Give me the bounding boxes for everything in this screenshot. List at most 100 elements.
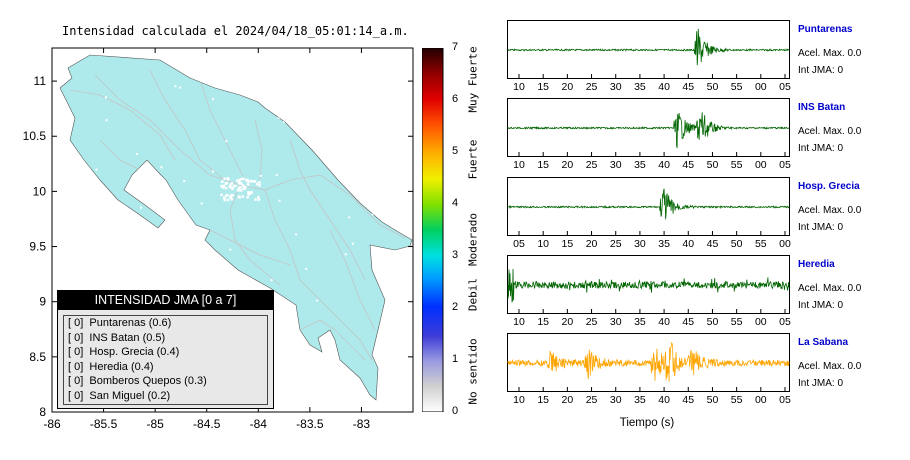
colorbar-label: 1 [452, 353, 459, 365]
costa-rica-land [59, 54, 413, 401]
seismogram-panel [507, 177, 790, 236]
town-marker [104, 96, 107, 99]
time-tick-label: 25 [585, 81, 598, 93]
station-accel: Acel. Max. 0.0 [798, 205, 862, 216]
colorbar-label: 4 [452, 197, 459, 209]
time-tick-label: 40 [658, 316, 670, 328]
town-marker [226, 177, 230, 180]
colorbar-label: 3 [452, 249, 459, 261]
time-tick-label: 35 [634, 316, 646, 328]
time-tick-label: 15 [537, 316, 550, 328]
town-marker [348, 216, 351, 219]
time-tick-label: 15 [537, 394, 550, 406]
time-tick-label: 40 [658, 159, 670, 171]
colorbar-label: 6 [452, 93, 459, 105]
time-tick-label: 35 [634, 159, 646, 171]
town-marker [174, 85, 177, 88]
town-marker [105, 119, 108, 122]
time-tick-label: 15 [537, 159, 550, 171]
time-tick-label: 30 [609, 81, 622, 93]
road [289, 139, 366, 281]
time-tick-label: 30 [609, 394, 622, 406]
legend-item: [ 0] Puntarenas (0.6) [68, 317, 172, 329]
time-tick-label: 35 [634, 394, 646, 406]
town-marker [212, 98, 215, 101]
town-marker [140, 206, 142, 209]
time-tick-label: 50 [706, 81, 719, 93]
time-tick-label: 00 [754, 394, 767, 406]
colorbar-gradient [422, 48, 444, 412]
time-tick-label: 00 [754, 81, 767, 93]
time-tick-label: 35 [658, 238, 670, 250]
y-tick-label: 8.5 [29, 350, 46, 364]
town-marker [228, 185, 232, 189]
town-marker [344, 253, 347, 256]
station-name: La Sabana [798, 337, 849, 348]
time-tick-label: 45 [682, 394, 695, 406]
town-marker [278, 199, 281, 202]
town-marker [239, 186, 242, 189]
time-tick-label: 15 [561, 238, 574, 250]
town-marker [254, 198, 257, 201]
time-tick-label: 25 [609, 238, 622, 250]
town-marker [241, 184, 245, 187]
colorbar-category: Muy Fuerte [466, 46, 480, 113]
town-marker [229, 248, 232, 251]
town-marker [160, 166, 163, 169]
town-marker [238, 196, 241, 199]
y-tick-label: 9.5 [29, 240, 46, 254]
colorbar-label: 0 [452, 405, 459, 417]
road [254, 119, 263, 181]
x-tick-label: -83.5 [296, 417, 324, 431]
y-tick-label: 10.5 [23, 129, 47, 143]
legend-item: [ 0] San Miguel (0.2) [68, 389, 171, 402]
y-tick-label: 10 [33, 184, 47, 198]
town-marker [259, 174, 262, 177]
town-marker [224, 186, 228, 190]
time-tick-label: 50 [706, 394, 719, 406]
time-tick-label: 30 [609, 316, 622, 328]
road [264, 189, 373, 361]
time-tick-label: 55 [730, 159, 743, 171]
town-marker [221, 186, 225, 189]
time-tick-label: 05 [779, 81, 791, 93]
time-tick-label: 05 [779, 394, 791, 406]
time-tick-label: 30 [634, 238, 646, 250]
station-name: Puntarenas [798, 24, 853, 35]
town-marker [258, 184, 261, 187]
town-marker [95, 168, 98, 171]
station-accel: Acel. Max. 0.0 [798, 361, 862, 372]
y-tick-label: 9 [39, 295, 46, 309]
town-marker [246, 178, 249, 182]
x-tick-label: -84 [250, 417, 268, 431]
seismogram-panel [507, 20, 790, 79]
station-accel: Acel. Max. 0.0 [798, 126, 862, 137]
town-marker [226, 198, 230, 202]
town-marker [246, 196, 249, 199]
time-tick-label: 55 [730, 81, 743, 93]
legend-list: [ 0] Puntarenas (0.6) [ 0] INS Batan (0.… [63, 315, 268, 405]
town-marker [223, 197, 226, 200]
time-tick-label: 40 [658, 394, 670, 406]
time-tick-label: 10 [537, 238, 550, 250]
time-tick-label: 10 [513, 316, 525, 328]
town-marker [221, 180, 224, 183]
road [149, 69, 226, 181]
colorbar-label: 2 [452, 301, 459, 313]
town-marker [225, 194, 228, 197]
road [229, 184, 281, 286]
colorbar-label: 7 [452, 41, 459, 53]
time-tick-label: 00 [779, 238, 791, 250]
road [264, 174, 406, 239]
y-tick-label: 8 [39, 405, 46, 419]
time-axis-title: Tiempo (s) [619, 417, 675, 429]
town-marker [239, 178, 243, 181]
town-marker [220, 193, 223, 197]
station-name: Heredia [798, 259, 835, 270]
town-marker [249, 179, 253, 183]
town-marker [220, 184, 223, 188]
map-x-axis: -86 -85.5 -85 -84.5 -84 -83.5 -83 [43, 48, 370, 431]
seismogram-panel [507, 255, 790, 314]
town-marker [248, 192, 251, 195]
town-marker [371, 213, 374, 216]
